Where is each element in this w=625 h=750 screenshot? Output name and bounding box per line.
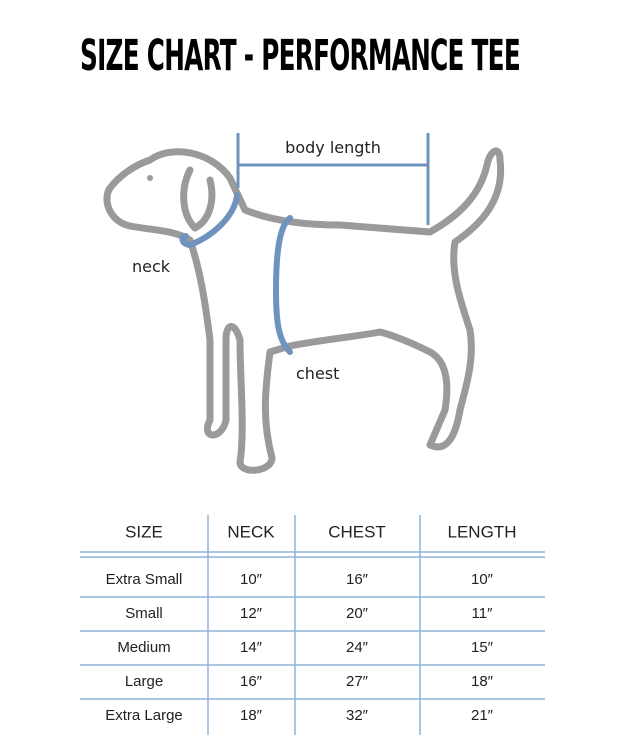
title: SIZE CHART - PERFORMANCE TEE <box>80 31 520 81</box>
table-cell: 18″ <box>471 673 494 690</box>
table-cell: Medium <box>117 639 170 656</box>
body-length-bracket <box>236 133 430 225</box>
table-cell: Extra Small <box>106 571 183 588</box>
table-cell: 32″ <box>346 707 369 724</box>
column-header: SIZE <box>125 522 163 541</box>
table-cell: 15″ <box>471 639 494 656</box>
table-cell: 24″ <box>346 639 369 656</box>
column-header: LENGTH <box>448 522 517 541</box>
table-cell: 18″ <box>240 707 263 724</box>
dog-eye <box>147 175 153 181</box>
chest-marker <box>272 215 293 355</box>
table-cell: Extra Large <box>105 707 183 724</box>
table-cell: 21″ <box>471 707 494 724</box>
table-cell: 14″ <box>240 639 263 656</box>
table-cell: 16″ <box>240 673 263 690</box>
table-cell: Large <box>125 673 163 690</box>
table-cell: 20″ <box>346 605 369 622</box>
table-cell: 27″ <box>346 673 369 690</box>
dog-ear <box>180 166 216 232</box>
table-cell: 10″ <box>240 571 263 588</box>
table-cell: 11″ <box>472 605 494 622</box>
dog-diagram: body length neck chest <box>103 133 505 474</box>
column-header: NECK <box>227 522 275 541</box>
neck-label: neck <box>132 257 171 276</box>
table-cell: Small <box>125 605 163 622</box>
table-cell: 16″ <box>346 571 369 588</box>
body-length-label: body length <box>285 138 381 157</box>
size-table: SIZE NECK CHEST LENGTH Extra Small 10″ 16″ 10″ S… <box>80 515 545 735</box>
table-cell: 10″ <box>471 571 494 588</box>
table-cell: 12″ <box>240 605 263 622</box>
neck-marker <box>179 192 240 249</box>
chest-label: chest <box>296 364 339 383</box>
column-header: CHEST <box>328 522 386 541</box>
dog-outline <box>103 147 505 474</box>
